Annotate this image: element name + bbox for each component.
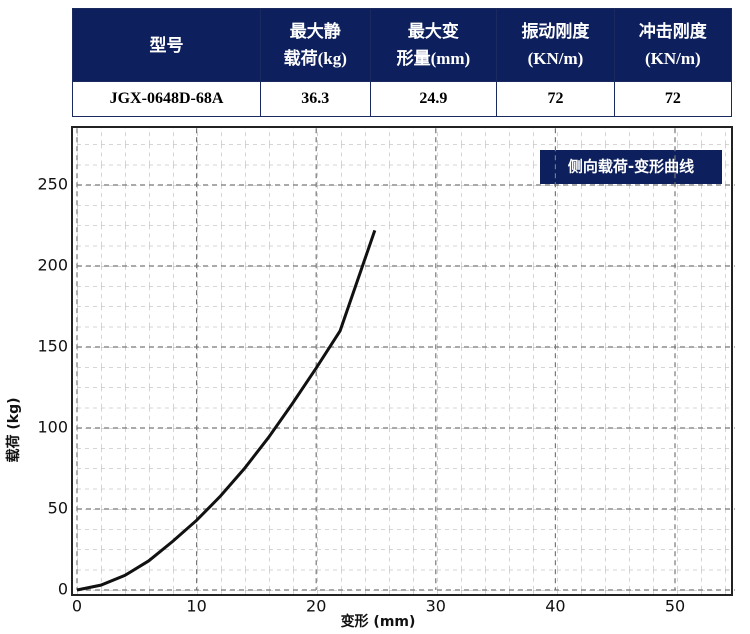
y-tick-label: 150 bbox=[37, 337, 68, 356]
x-tick-label: 10 bbox=[186, 597, 206, 616]
y-axis-label: 载荷 (kg) bbox=[5, 397, 22, 462]
x-tick-label: 50 bbox=[665, 597, 685, 616]
plot-frame bbox=[71, 126, 733, 596]
y-tick-label: 50 bbox=[48, 499, 68, 518]
x-tick-label: 0 bbox=[72, 597, 82, 616]
chart-title: 侧向载荷-变形曲线 bbox=[568, 158, 694, 176]
header-row: 型号 最大静 载荷(kg) 最大变 形量(mm) 振动刚度 (KN/m) 冲击刚… bbox=[72, 8, 733, 82]
cell: 36.3 bbox=[260, 81, 371, 117]
header-cell: 振动刚度 (KN/m) bbox=[496, 8, 615, 82]
title-box bbox=[540, 150, 722, 184]
y-tick-label: 100 bbox=[37, 418, 68, 437]
x-axis-label: 变形 (mm) bbox=[341, 613, 416, 630]
cell: 72 bbox=[613, 81, 733, 117]
header-cell: 最大变 形量(mm) bbox=[369, 8, 498, 82]
cell: 24.9 bbox=[369, 81, 498, 117]
y-tick-label: 250 bbox=[37, 175, 68, 194]
y-tick-label: 200 bbox=[37, 256, 68, 275]
x-tick-label: 40 bbox=[545, 597, 565, 616]
data-row: JGX-0648D-68A 36.3 24.9 72 72 bbox=[72, 81, 733, 117]
cell: 72 bbox=[496, 81, 615, 117]
data-line bbox=[76, 229, 377, 592]
cell: JGX-0648D-68A bbox=[72, 81, 261, 117]
spec-table: 型号 最大静 载荷(kg) 最大变 形量(mm) 振动刚度 (KN/m) 冲击刚… bbox=[72, 8, 733, 117]
y-tick-label: 0 bbox=[58, 580, 68, 599]
x-tick-label: 30 bbox=[426, 597, 446, 616]
header-cell: 型号 bbox=[72, 8, 261, 82]
x-tick-label: 20 bbox=[306, 597, 326, 616]
